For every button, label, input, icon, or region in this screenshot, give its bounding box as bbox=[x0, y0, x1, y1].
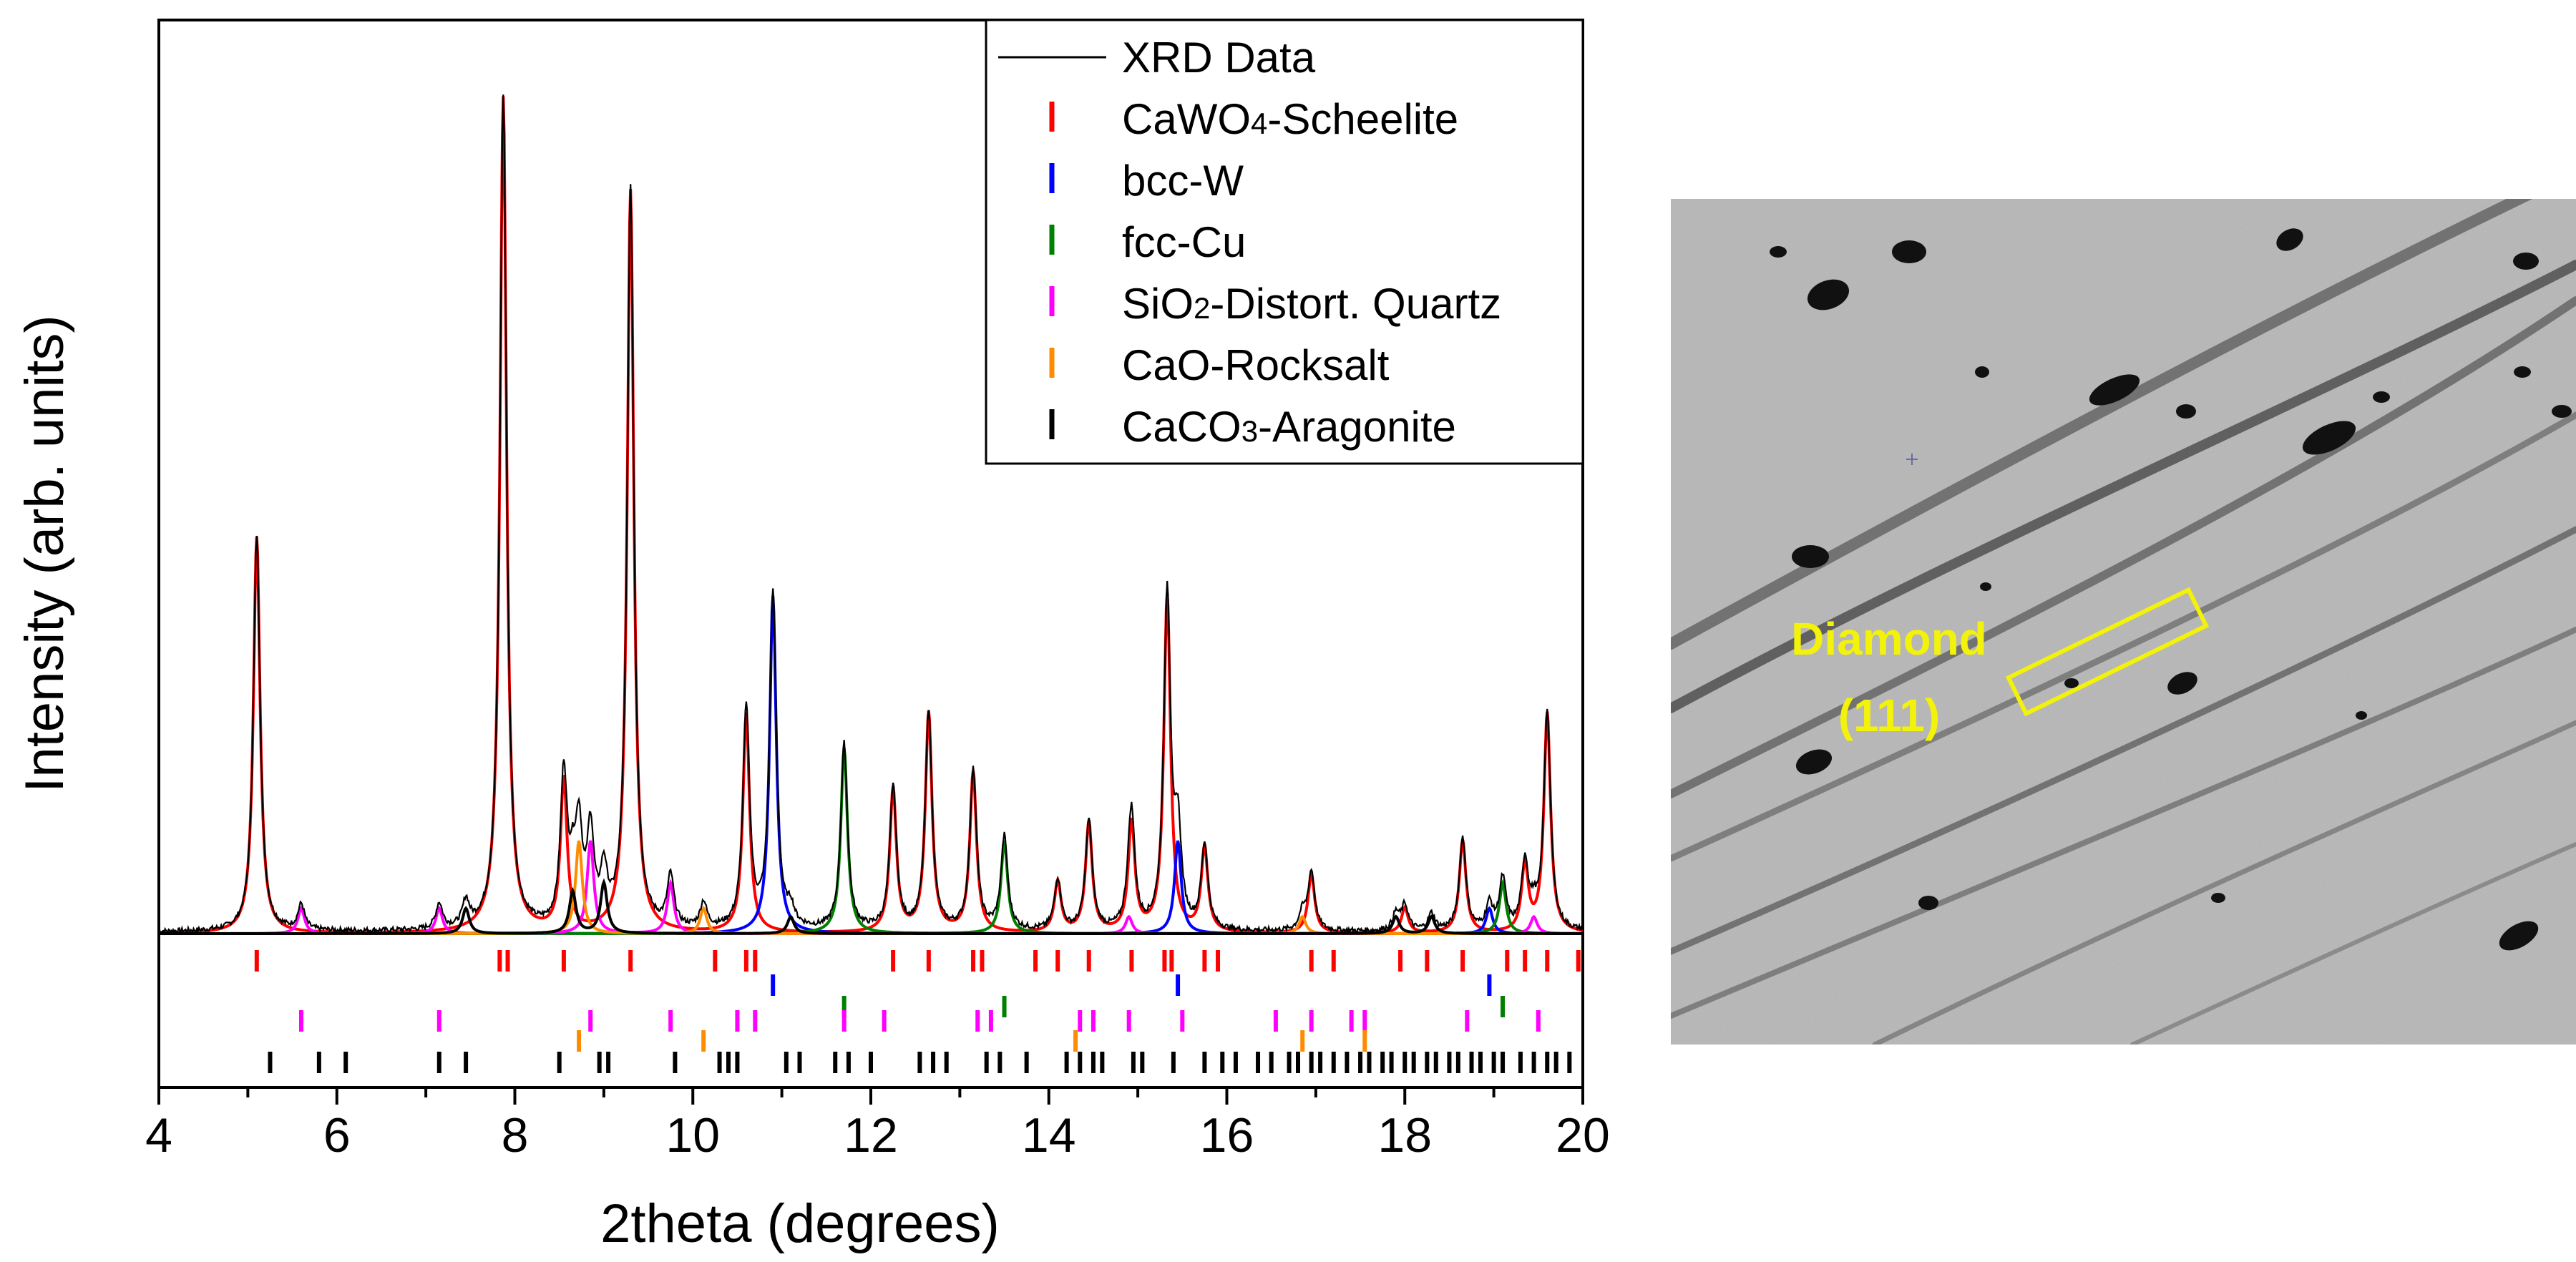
diffraction-spot bbox=[1980, 582, 1991, 591]
xrd-chart: 4 6 8 10 12 14 16 18 20 2theta (degrees) Intensi… bbox=[14, 19, 1610, 1254]
legend-subscript: 4 bbox=[1251, 107, 1267, 140]
diffraction-spot bbox=[1918, 896, 1938, 910]
legend-label-bccW: bcc-W bbox=[1122, 157, 1244, 205]
diffraction-spot bbox=[2167, 672, 2197, 695]
diffraction-spot bbox=[2211, 893, 2225, 903]
diffraction-spot bbox=[1770, 246, 1787, 258]
chart-marks bbox=[159, 94, 1583, 1073]
diffraction-ring bbox=[1671, 627, 2576, 1019]
diffraction-spot bbox=[1975, 366, 1989, 378]
legend-subscript: 3 bbox=[1241, 414, 1258, 448]
legend-text-part: fcc-Cu bbox=[1122, 218, 1246, 266]
fit-curve-4 bbox=[159, 840, 1583, 935]
diffraction-spot bbox=[2276, 228, 2303, 251]
x-tick-label: 20 bbox=[1556, 1108, 1610, 1163]
y-axis-title: Intensity (arb. units) bbox=[14, 315, 75, 792]
legend-text-part: -Distort. Quartz bbox=[1210, 280, 1501, 328]
legend-box bbox=[985, 19, 1584, 465]
diffraction-spot bbox=[2514, 366, 2531, 378]
diamond-label: Diamond bbox=[1791, 613, 1987, 665]
diffraction-ring bbox=[1872, 720, 2576, 1045]
legend-text-part: bcc-W bbox=[1122, 157, 1244, 205]
legend-text-part: -Aragonite bbox=[1258, 403, 1456, 451]
legend-text-part: SiO bbox=[1122, 280, 1194, 328]
diffraction-spot bbox=[2356, 711, 2367, 720]
beam-center-cross bbox=[1906, 454, 1918, 465]
x-tick-label: 12 bbox=[844, 1108, 898, 1163]
diamond-hkl-label: (111) bbox=[1838, 690, 1940, 741]
x-axis-ticks bbox=[157, 1087, 1584, 1105]
detector-image: Diamond (111) bbox=[1671, 199, 2576, 1045]
diffraction-spots bbox=[1770, 228, 2572, 951]
x-tick-label: 16 bbox=[1200, 1108, 1254, 1163]
diffraction-spot bbox=[1892, 240, 1926, 263]
diffraction-spot bbox=[1792, 545, 1829, 568]
legend-text-part: -Scheelite bbox=[1267, 95, 1458, 143]
legend-label-scheelite: CaWO4-Scheelite bbox=[1122, 95, 1458, 143]
diffraction-spot bbox=[2499, 921, 2539, 951]
diffraction-spot bbox=[2302, 421, 2356, 455]
x-tick-label: 18 bbox=[1377, 1108, 1432, 1163]
legend-text-part: CaWO bbox=[1122, 95, 1251, 143]
diffraction-spot bbox=[2552, 405, 2572, 418]
legend-label-quartz: SiO2-Distort. Quartz bbox=[1122, 280, 1501, 328]
fit-curve-2 bbox=[159, 748, 1583, 935]
legend-label-rocksalt: CaO-Rocksalt bbox=[1122, 341, 1390, 389]
legend: XRD Data CaWO4-Scheelite bcc-W fcc-Cu SiO2-D… bbox=[985, 19, 1584, 465]
diffraction-ring bbox=[1671, 199, 2533, 650]
x-tick-label: 14 bbox=[1022, 1108, 1076, 1163]
diffraction-ring bbox=[1671, 296, 2576, 798]
legend-label-fccCu: fcc-Cu bbox=[1122, 218, 1246, 266]
legend-label-aragonite: CaCO3-Aragonite bbox=[1122, 403, 1456, 451]
x-tick-label: 8 bbox=[502, 1108, 529, 1163]
diffraction-spot bbox=[2089, 374, 2140, 406]
diffraction-spot bbox=[1795, 749, 1833, 775]
legend-text-part: CaCO bbox=[1122, 403, 1241, 451]
diffraction-spot bbox=[2064, 678, 2079, 688]
diffraction-spot bbox=[2513, 253, 2539, 270]
legend-label-xrd: XRD Data bbox=[1122, 34, 1316, 82]
x-axis-title: 2theta (degrees) bbox=[600, 1193, 1000, 1254]
diffraction-ring bbox=[1671, 411, 2576, 862]
legend-text-part: CaO-Rocksalt bbox=[1122, 341, 1390, 389]
diffraction-rings bbox=[1671, 199, 2576, 1045]
diamond-111-box bbox=[2005, 587, 2210, 717]
diffraction-ring bbox=[2130, 842, 2576, 1045]
x-tick-label: 6 bbox=[323, 1108, 351, 1163]
diffraction-ring bbox=[1671, 526, 2576, 955]
diffraction-spot bbox=[2373, 391, 2390, 403]
diffraction-ring bbox=[1671, 260, 2576, 713]
x-tick-label: 4 bbox=[145, 1108, 172, 1163]
legend-text-part: XRD Data bbox=[1122, 34, 1316, 82]
legend-subscript: 2 bbox=[1194, 291, 1210, 325]
fit-curve-1 bbox=[159, 595, 1583, 935]
x-axis-tick-labels: 4 6 8 10 12 14 16 18 20 bbox=[145, 1108, 1610, 1163]
diffraction-spot bbox=[2176, 404, 2196, 419]
fit-curve-3 bbox=[159, 840, 1583, 935]
diffraction-spot bbox=[1807, 279, 1850, 310]
x-tick-label: 10 bbox=[665, 1108, 720, 1163]
xrd-data-line bbox=[159, 94, 1583, 936]
